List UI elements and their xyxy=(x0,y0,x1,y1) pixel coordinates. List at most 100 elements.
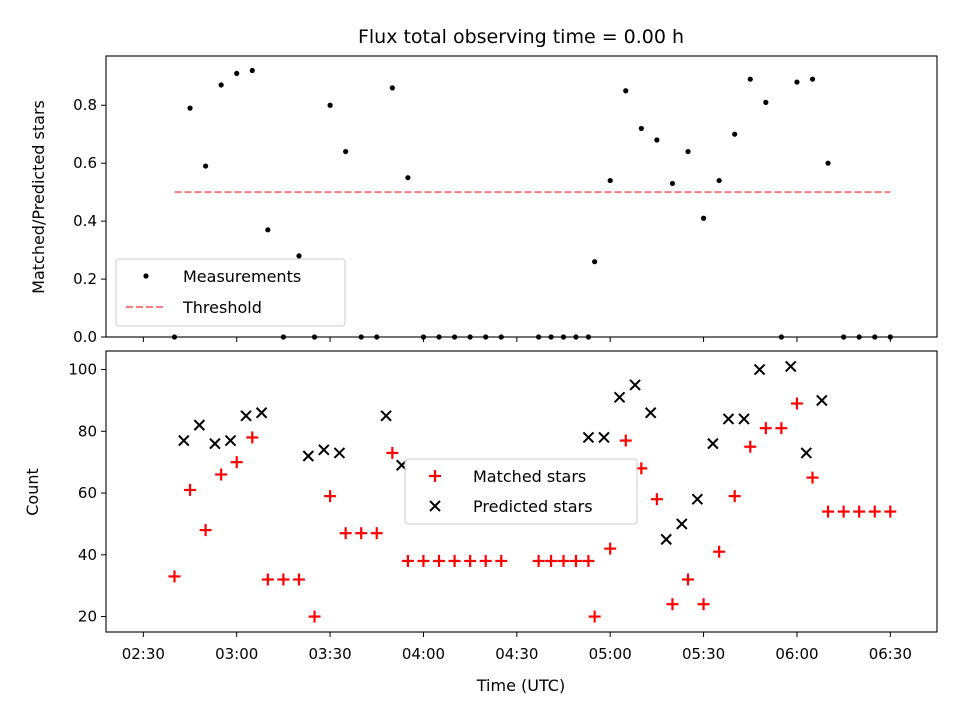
predicted-star-point xyxy=(660,533,672,546)
matched-star-point xyxy=(479,554,492,567)
predicted-star-point xyxy=(816,394,828,407)
matched-star-point xyxy=(355,527,368,540)
matched-star-point xyxy=(837,505,850,518)
matched-star-point xyxy=(806,471,819,484)
matched-star-point xyxy=(545,554,558,567)
matched-star-point xyxy=(775,422,788,435)
x-tick-label: 03:30 xyxy=(308,645,351,663)
predicted-star-point xyxy=(178,434,190,447)
measurement-point xyxy=(809,76,816,82)
bottom-axes-frame xyxy=(105,350,938,633)
chart-title: Flux total observing time = 0.00 h xyxy=(358,26,684,48)
matched-star-point xyxy=(292,573,305,586)
measurement-point xyxy=(716,177,722,184)
matched-star-point xyxy=(246,431,259,444)
predicted-star-point xyxy=(691,493,704,505)
matched-star-point xyxy=(569,554,582,567)
matched-star-point xyxy=(868,505,881,518)
threshold-legend-label: Threshold xyxy=(182,298,262,317)
measurement-point xyxy=(732,131,738,137)
matched-star-point xyxy=(588,610,601,623)
matched-star-point xyxy=(884,505,897,518)
matched-legend-label: Matched stars xyxy=(473,467,586,486)
predicted-star-point xyxy=(598,431,610,444)
matched-star-point xyxy=(759,422,772,435)
matched-star-point xyxy=(448,554,461,567)
matched-star-point xyxy=(308,610,321,623)
predicted-legend-label: Predicted stars xyxy=(473,497,593,516)
measurement-point xyxy=(327,102,333,108)
matched-star-point xyxy=(619,434,632,447)
measurement-point xyxy=(607,177,613,184)
matched-star-point xyxy=(790,397,803,410)
predicted-star-point xyxy=(785,360,797,373)
measurement-point xyxy=(654,137,660,143)
bottom-y-tick-label: 20 xyxy=(78,608,97,626)
predicted-star-point xyxy=(209,437,221,450)
matched-star-point xyxy=(184,483,197,496)
matched-star-point xyxy=(728,490,741,503)
predicted-star-point xyxy=(629,379,641,391)
x-tick-label: 05:30 xyxy=(682,645,725,663)
matched-star-point xyxy=(277,573,290,586)
matched-star-point xyxy=(532,554,545,567)
x-tick-label: 04:00 xyxy=(402,645,445,663)
measurement-point xyxy=(638,125,644,132)
measurement-point xyxy=(405,175,411,181)
top-y-tick-label: 0.4 xyxy=(73,212,97,230)
measurement-point xyxy=(296,253,302,259)
matched-star-point xyxy=(433,554,446,567)
matched-star-point xyxy=(230,456,243,469)
bottom-y-tick-label: 40 xyxy=(78,546,97,564)
matched-star-point xyxy=(495,554,508,567)
bottom-legend: Matched stars Predicted stars xyxy=(404,458,638,525)
predicted-star-point xyxy=(800,447,812,459)
matched-star-point xyxy=(464,554,477,567)
bottom-y-tick-label: 80 xyxy=(78,422,97,440)
measurements-legend-marker xyxy=(143,273,149,279)
predicted-star-point xyxy=(644,407,657,419)
bottom-y-tick-label: 100 xyxy=(68,361,97,379)
matched-star-point xyxy=(666,598,679,611)
predicted-star-point xyxy=(240,410,252,422)
predicted-star-point xyxy=(676,518,688,530)
matched-star-point xyxy=(215,468,228,481)
matched-star-point xyxy=(386,446,399,459)
top-y-tick-label: 0.0 xyxy=(73,328,97,346)
measurement-point xyxy=(623,88,629,94)
matched-star-point xyxy=(401,554,414,567)
x-tick-label: 04:30 xyxy=(495,645,538,663)
predicted-star-point xyxy=(738,413,750,425)
x-tick-label: 05:00 xyxy=(589,645,632,663)
predicted-star-point xyxy=(193,419,206,431)
matched-legend-marker xyxy=(429,470,441,482)
bottom-y-tick-label: 60 xyxy=(78,484,97,502)
bottom-legend-frame xyxy=(404,458,638,525)
measurement-point xyxy=(202,163,209,169)
predicted-star-point xyxy=(380,410,392,422)
matched-star-point xyxy=(324,490,337,503)
predicted-star-point xyxy=(707,437,719,450)
matched-star-point xyxy=(370,527,383,540)
top-y-axis-label: Matched/Predicted stars xyxy=(29,100,48,294)
matched-star-point xyxy=(339,527,352,540)
matched-star-point xyxy=(650,493,663,506)
predicted-star-point xyxy=(613,391,626,404)
measurement-point xyxy=(343,148,349,155)
x-axis-label: Time (UTC) xyxy=(476,676,565,695)
matched-star-point xyxy=(557,554,570,567)
matched-star-point xyxy=(261,573,274,586)
measurement-point xyxy=(249,67,255,74)
top-y-tick-label: 0.2 xyxy=(73,270,97,288)
predicted-star-point xyxy=(224,434,237,447)
top-legend-frame xyxy=(115,258,346,327)
predicted-legend-marker xyxy=(429,500,441,512)
matched-star-point xyxy=(417,554,430,567)
matched-star-point xyxy=(713,545,726,558)
predicted-star-point xyxy=(582,431,595,444)
predicted-star-point xyxy=(753,363,766,376)
top-y-tick-label: 0.8 xyxy=(73,96,97,114)
matched-star-point xyxy=(697,598,710,611)
